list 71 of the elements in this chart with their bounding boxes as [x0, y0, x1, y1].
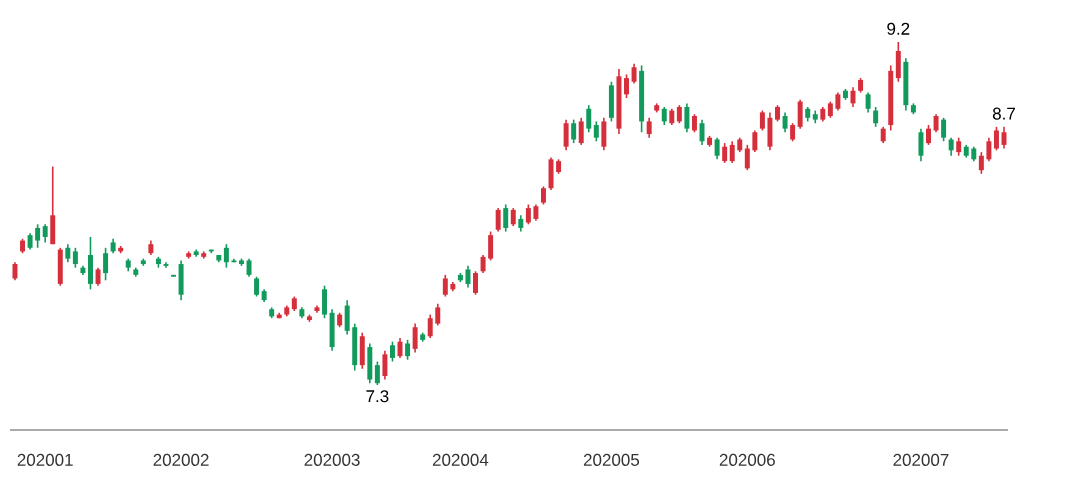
x-tick-label: 202003: [304, 453, 360, 466]
candlestick: [246, 257, 252, 278]
x-tick-label: 202004: [432, 453, 489, 466]
candlestick: [744, 144, 750, 171]
candlestick: [495, 207, 501, 233]
candlestick: [405, 339, 411, 361]
candlestick: [722, 142, 728, 164]
candlestick: [986, 136, 992, 162]
candlestick: [374, 360, 380, 386]
candlestick: [714, 136, 720, 161]
annotation: 7.3: [366, 390, 389, 403]
candlestick: [488, 230, 494, 262]
candlestick: [12, 261, 18, 282]
candlestick: [35, 223, 41, 249]
candlestick: [72, 247, 78, 269]
candlestick: [540, 185, 546, 206]
annotation: 9.2: [887, 22, 910, 35]
candlestick: [503, 203, 509, 233]
candlestick: [525, 203, 531, 226]
x-tick-label: 202007: [893, 453, 949, 466]
candlestick: [978, 151, 984, 175]
candlestick: [699, 118, 705, 146]
candlestick: [254, 275, 260, 298]
candlestick: [473, 270, 479, 296]
annotation: 8.7: [992, 107, 1015, 120]
candlestick: [103, 247, 109, 282]
candlestick: [435, 302, 441, 327]
candlestick: [993, 126, 999, 152]
candlestick: [646, 117, 652, 139]
candlestick: [933, 113, 939, 134]
candlestick: [956, 136, 962, 157]
candlestick: [571, 118, 577, 144]
candlestick: [389, 340, 395, 363]
candlestick: [624, 73, 629, 99]
candlestick: [948, 136, 954, 157]
candlestick: [465, 265, 471, 289]
candlestick: [835, 91, 841, 112]
candlestick: [873, 106, 879, 128]
x-tick-label: 202002: [153, 453, 209, 466]
candlestick: [759, 109, 765, 132]
candlestick: [223, 243, 229, 269]
candlestick: [427, 313, 433, 339]
candlestick: [926, 124, 931, 146]
candlestick: [661, 106, 667, 126]
candlestick: [563, 118, 569, 152]
candlestick: [918, 127, 924, 162]
candlestick: [382, 349, 388, 381]
candlestick: [790, 122, 796, 143]
candlestick: [397, 337, 403, 359]
candlestick: [752, 129, 758, 153]
candlestick: [586, 104, 592, 134]
candlestick: [691, 113, 697, 134]
candlestick: [865, 91, 871, 114]
candlestick: [65, 243, 71, 264]
x-tick-label: 202001: [17, 453, 73, 466]
x-tick-label: 202006: [719, 453, 775, 466]
candlestick: [631, 62, 637, 85]
candlestick: [593, 120, 599, 143]
candlestick: [684, 102, 690, 134]
candlestick: [729, 140, 735, 164]
candlestick: [412, 322, 418, 354]
candlestick: [42, 223, 48, 244]
candlestick: [676, 104, 682, 125]
candlestick: [95, 266, 101, 287]
candlestick: [480, 254, 486, 274]
x-tick-label: 202005: [583, 453, 640, 466]
candlestick: [578, 117, 584, 146]
candlestick: [941, 117, 947, 143]
candlestick: [782, 111, 788, 134]
candlestick: [442, 274, 448, 298]
candlestick: [510, 207, 516, 227]
